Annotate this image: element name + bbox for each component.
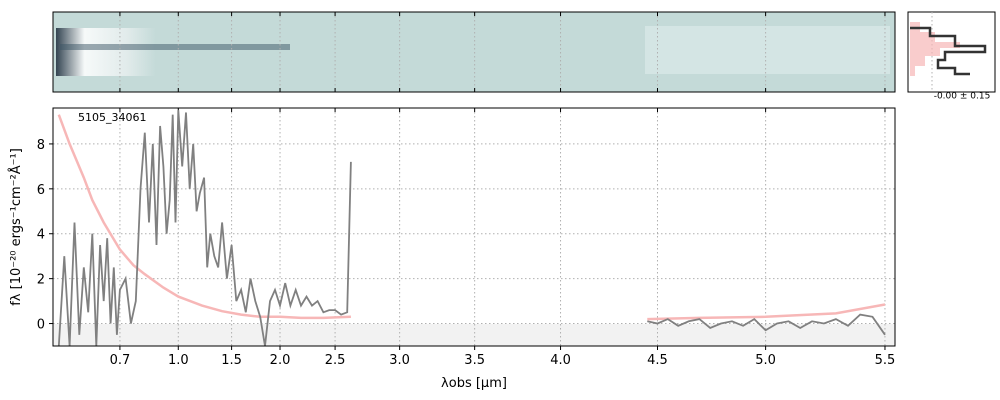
x-axis-label: λobs [μm] [441,376,507,391]
x-tick-label: 2.5 [325,353,346,368]
y-tick-label: 0 [37,318,45,333]
y-tick-label: 8 [37,138,45,153]
y-tick-label: 4 [37,228,45,243]
spectrum-line [57,110,886,347]
top-frame [52,11,896,93]
hist-label: -0.00 ± 0.15 [934,92,991,102]
x-tick-label: 5.5 [875,353,896,368]
annotation: 5105_34061 [78,111,147,124]
main-frame [52,107,896,347]
y-tick-label: 2 [37,273,45,288]
spectrum-2d-trace [645,26,890,74]
y-tick-label: 6 [37,183,45,198]
x-tick-label: 1.5 [221,353,242,368]
zero-shade [53,324,895,346]
spectrum-2d-trace [56,28,341,76]
top-panel [119,12,886,92]
x-tick-label: 3.5 [464,353,485,368]
x-tick-label: 5.0 [755,353,776,368]
y-axis-label: fλ [10⁻²⁰ ergs⁻¹cm⁻²Å⁻¹] [8,148,24,306]
x-tick-label: 2.0 [270,353,291,368]
spectrum-line [57,114,886,321]
x-tick-label: 4.5 [647,353,668,368]
hist-data [910,26,987,76]
spectrum-2d-trace [60,44,290,50]
x-tick-label: 1.0 [168,353,189,368]
main-panel: 0 2 4 6 8 0.7 1.0 1.5 2.0 2.5 3.0 3.5 4.0 4.5 5.0 5.5 [37,108,896,368]
x-tick-label: 3.0 [389,353,410,368]
x-tick-label: 0.7 [110,353,131,368]
x-tick-label: 4.0 [550,353,571,368]
hist-model [910,22,960,76]
